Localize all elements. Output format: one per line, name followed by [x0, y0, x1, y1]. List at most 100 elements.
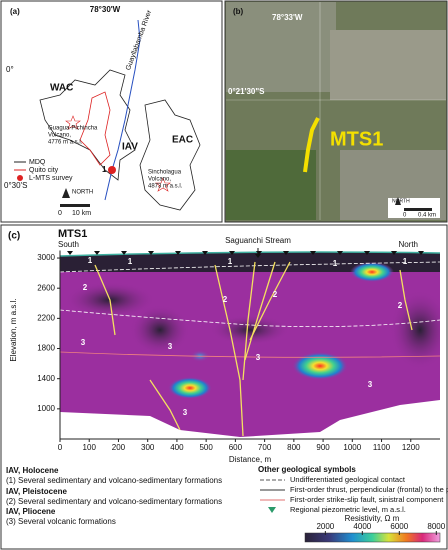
y-axis-title: Elevation, m a.s.l. — [9, 298, 18, 361]
legend-label: Quito city — [29, 167, 59, 174]
x-axis-title: Distance, m — [229, 455, 272, 464]
x-tick-label: 400 — [170, 443, 184, 452]
colorbar-title: Resistivity, Ω m — [345, 514, 400, 523]
survey-label: 1 — [102, 165, 107, 174]
anomaly — [292, 352, 348, 380]
unit-label: 1 — [228, 257, 233, 266]
x-tick-label: 1100 — [373, 443, 391, 452]
station-marker — [256, 251, 262, 255]
station-marker — [229, 251, 235, 255]
legend-heading: IAV, Holocene — [6, 466, 59, 475]
anomaly — [210, 315, 290, 345]
direction-label: North — [398, 240, 418, 249]
station-marker — [202, 251, 208, 255]
x-tick-label: 100 — [83, 443, 97, 452]
scale-bar — [404, 208, 432, 211]
colorbar-tick-label: 6000 — [390, 522, 408, 531]
volcano-label: Sincholagua — [148, 170, 182, 176]
legend-heading: Other geological symbols — [258, 465, 356, 474]
survey-point — [108, 166, 116, 174]
latitude: 0°30'S — [4, 181, 27, 190]
contact — [60, 261, 440, 273]
direction-label: South — [58, 240, 79, 249]
unit-label: 3 — [256, 353, 261, 362]
legend-heading: IAV, Pliocene — [6, 507, 56, 516]
fault — [249, 261, 291, 341]
station-marker — [310, 251, 316, 255]
anomaly — [390, 290, 440, 370]
latitude: 0° — [6, 65, 14, 74]
x-tick-label: 600 — [229, 443, 243, 452]
unit-label: 3 — [168, 342, 173, 351]
urban-area — [226, 2, 336, 92]
x-tick-label: 300 — [141, 443, 155, 452]
legend-dot — [17, 175, 23, 181]
unit-label: 1 — [333, 259, 338, 268]
topography — [59, 251, 441, 257]
legend-symbol — [268, 507, 276, 513]
unit-label: 1 — [88, 256, 93, 265]
north-arrow — [62, 188, 70, 198]
x-tick-label: 700 — [258, 443, 272, 452]
unit-label: 3 — [183, 408, 188, 417]
station-marker — [418, 251, 424, 255]
profile-line — [303, 117, 320, 173]
north-label: NORTH — [72, 190, 93, 196]
x-tick-label: 800 — [287, 443, 301, 452]
legend-item: First-order strike-slip fault, sinistral… — [290, 495, 444, 504]
station-marker — [121, 251, 127, 255]
mdq-outline — [39, 69, 136, 181]
north-arrow — [395, 197, 401, 205]
unit-label: 2 — [223, 295, 228, 304]
anomaly — [350, 262, 394, 282]
unit-label: 2 — [273, 290, 278, 299]
y-tick-label: 1000 — [37, 404, 55, 413]
volcano-label: 4873 m a.s.l. — [148, 184, 183, 190]
legend-item: Regional piezometric level, m a.s.l. — [290, 505, 406, 514]
y-tick-label: 2200 — [37, 313, 55, 322]
panel-label: (b) — [233, 7, 244, 16]
map-a — [14, 19, 201, 211]
unit-label: 1 — [403, 257, 408, 266]
urban-area — [330, 30, 446, 100]
x-tick-label: 900 — [316, 443, 330, 452]
piezometric-level — [60, 351, 440, 358]
region-label: EAC — [172, 135, 193, 146]
fault — [214, 264, 244, 437]
fault — [244, 261, 276, 361]
scale-label: 10 km — [72, 210, 91, 217]
legend-item: Undifferentiated geological contact — [290, 475, 406, 484]
latitude: 0°21'30"S — [228, 87, 265, 96]
satellite — [226, 2, 446, 220]
legend-item: First-order thrust, perpendicular (front… — [290, 485, 448, 494]
quito-city — [79, 91, 111, 166]
scale-bar — [60, 204, 90, 207]
contact — [60, 309, 440, 328]
scale-label: 0 — [403, 213, 407, 219]
vegetation — [226, 150, 316, 220]
anomaly — [130, 305, 190, 355]
panel-label: (a) — [10, 7, 20, 16]
fault — [399, 269, 413, 331]
y-tick-label: 2600 — [37, 283, 55, 292]
resistivity-section — [60, 252, 440, 437]
stream-label: Saguanchi Stream — [225, 236, 291, 245]
panel-a-frame — [0, 0, 223, 223]
unit-label: 2 — [83, 283, 88, 292]
volcano-label: Volcano, — [48, 133, 71, 139]
conductive-layer — [60, 252, 440, 272]
volcano-star — [65, 115, 81, 130]
volcano-star — [155, 177, 171, 192]
unit-label: 3 — [81, 338, 86, 347]
mdq-outline-east — [139, 99, 201, 211]
fault — [94, 264, 116, 336]
station-marker — [94, 251, 100, 255]
region-label: IAV — [122, 142, 138, 153]
x-tick-label: 0 — [58, 443, 63, 452]
y-tick-label: 3000 — [37, 253, 55, 262]
legend-label: L-MTS survey — [29, 175, 73, 182]
y-tick-label: 1800 — [37, 344, 55, 353]
station-marker — [364, 251, 370, 255]
legend-item: (2) Several sedimentary and volcano-sedi… — [6, 497, 222, 506]
